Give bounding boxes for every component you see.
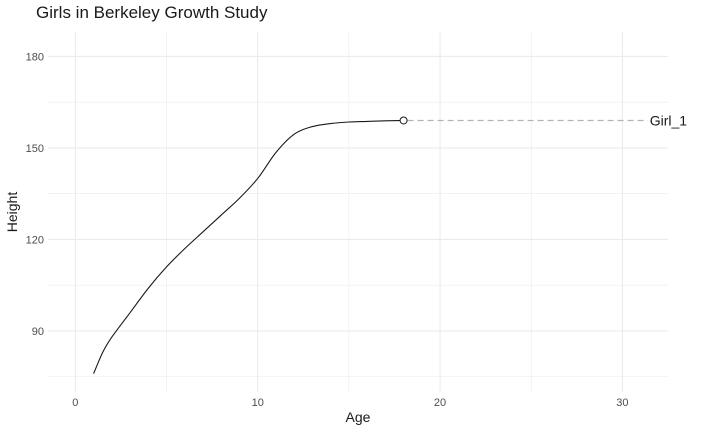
y-tick-label: 150 xyxy=(26,143,44,155)
series-end-label: Girl_1 xyxy=(650,112,688,128)
x-axis-title: Age xyxy=(346,409,371,425)
series-line-Girl_1 xyxy=(93,119,404,374)
series-end-point xyxy=(399,116,408,125)
y-tick-label: 90 xyxy=(32,326,44,338)
y-tick-label: 120 xyxy=(26,234,44,246)
grid-lines xyxy=(48,32,668,392)
chart-title: Girls in Berkeley Growth Study xyxy=(36,3,268,22)
y-axis-title: Height xyxy=(4,192,20,233)
x-tick-label: 0 xyxy=(72,397,78,409)
data-layer: Girl_1 xyxy=(93,112,688,374)
x-tick-label: 10 xyxy=(252,397,264,409)
x-tick-label: 30 xyxy=(616,397,628,409)
x-tick-label: 20 xyxy=(434,397,446,409)
y-tick-label: 180 xyxy=(26,51,44,63)
tick-labels: 0 10 20 30 90 120 150 180 xyxy=(26,51,629,409)
